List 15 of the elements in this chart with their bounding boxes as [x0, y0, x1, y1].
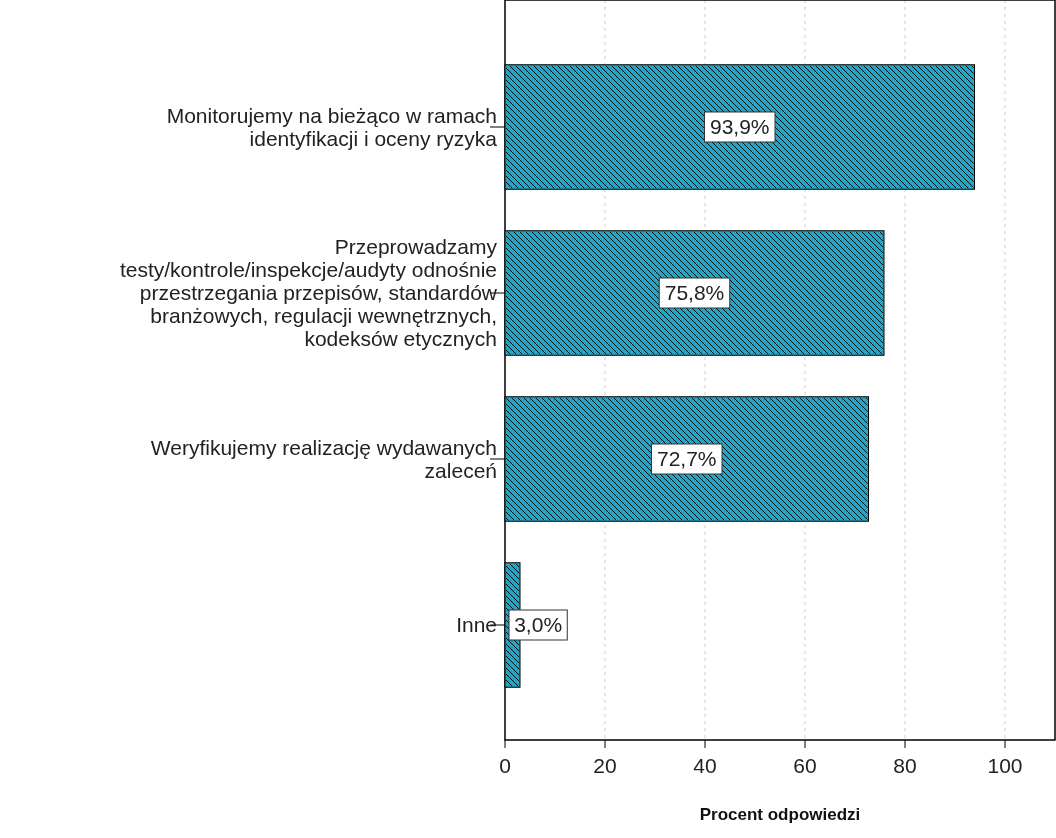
- x-tick-label: 0: [499, 754, 511, 777]
- y-tick-label: Przeprowadzamy testy/kontrole/inspekcje/audyty odnośnie przestrzegania przepisów, standardów branżowych, regulacji wewnętrznych, kodeksów etycznych: [119, 235, 498, 350]
- y-tick-label: Monitorujemy na bieżąco w ramach identyfikacji i oceny ryzyka: [166, 103, 498, 150]
- x-tick-label: 100: [987, 754, 1023, 777]
- y-tick-label: Inne: [456, 613, 497, 636]
- x-tick-label: 60: [793, 754, 817, 777]
- x-tick-label: 40: [693, 754, 717, 777]
- data-label: 3,0%: [514, 613, 563, 636]
- data-label: 75,8%: [664, 281, 725, 304]
- x-tick-label: 20: [593, 754, 617, 777]
- x-axis-title: Procent odpowiedzi: [699, 805, 861, 824]
- y-tick-label: Weryfikujemy realizację wydawanych zaleceń: [150, 435, 497, 482]
- data-label: 72,7%: [656, 447, 717, 470]
- data-label: 93,9%: [709, 115, 770, 138]
- x-tick-label: 80: [893, 754, 917, 777]
